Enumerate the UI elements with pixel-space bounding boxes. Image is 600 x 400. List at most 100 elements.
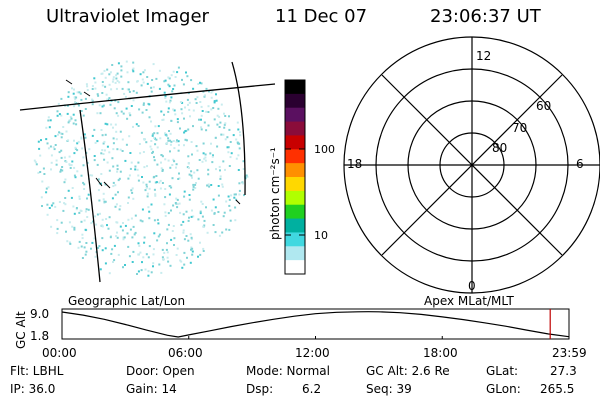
uv-pixel <box>130 217 133 220</box>
uv-pixel <box>74 119 77 122</box>
uv-pixel <box>114 193 117 196</box>
uv-pixel <box>234 193 237 196</box>
uv-pixel <box>228 228 231 231</box>
uv-pixel <box>141 111 144 114</box>
uv-pixel <box>69 115 72 118</box>
uv-pixel <box>159 137 162 140</box>
uv-pixel <box>190 236 193 239</box>
uv-pixel <box>58 201 61 203</box>
gc-alt-status: GC Alt: 2.6 Re <box>366 364 450 378</box>
uv-pixel <box>73 226 76 229</box>
uv-pixel <box>84 108 87 110</box>
uv-pixel <box>137 179 140 182</box>
uv-pixel <box>45 191 48 194</box>
uv-pixel <box>115 87 118 90</box>
uv-pixel <box>140 131 143 134</box>
uv-pixel <box>122 238 125 241</box>
uv-pixel <box>116 231 118 234</box>
uv-pixel <box>126 71 129 74</box>
uv-pixel <box>176 247 179 250</box>
polar-caption: Apex MLat/MLT <box>424 294 514 308</box>
uv-pixel <box>142 103 145 106</box>
uv-pixel <box>96 163 99 166</box>
uv-pixel <box>141 261 143 264</box>
uv-pixel <box>118 81 121 84</box>
uv-pixel <box>94 215 96 218</box>
uv-pixel <box>191 247 194 250</box>
uv-pixel <box>115 130 118 133</box>
uv-pixel <box>93 77 96 80</box>
uv-pixel <box>163 203 166 206</box>
uv-pixel <box>188 166 190 169</box>
uv-pixel <box>119 225 122 228</box>
uv-pixel <box>74 176 77 179</box>
uv-pixel <box>97 94 100 97</box>
uv-pixel <box>152 63 155 66</box>
uv-pixel <box>93 237 96 240</box>
uv-pixel <box>115 77 118 80</box>
uv-pixel <box>67 189 70 192</box>
uv-pixel <box>113 107 116 110</box>
uv-pixel <box>151 79 154 81</box>
uv-pixel <box>205 129 208 132</box>
uv-pixel <box>122 236 125 239</box>
uv-pixel <box>116 148 119 151</box>
uv-pixel <box>124 159 127 162</box>
uv-pixel <box>219 177 222 180</box>
uv-pixel <box>235 198 238 201</box>
uv-pixel <box>201 203 204 205</box>
uv-pixel <box>35 163 38 166</box>
uv-pixel <box>50 161 53 164</box>
uv-pixel <box>137 253 140 256</box>
uv-pixel <box>183 195 186 198</box>
uv-pixel <box>237 128 240 131</box>
colorbar-frame <box>284 79 306 275</box>
uv-pixel <box>179 259 182 262</box>
uv-pixel <box>146 76 149 78</box>
uv-pixel <box>83 133 86 136</box>
uv-pixel <box>152 86 155 89</box>
uv-pixel <box>91 98 94 101</box>
uv-pixel <box>119 130 122 133</box>
uv-pixel <box>115 203 118 206</box>
uv-pixel <box>91 174 94 177</box>
uv-pixel <box>181 112 184 115</box>
uv-pixel <box>66 240 69 243</box>
uv-pixel <box>169 132 172 135</box>
uv-pixel <box>120 65 123 68</box>
uv-pixel <box>200 200 203 203</box>
uv-pixel <box>188 173 191 176</box>
uv-pixel <box>242 182 244 185</box>
uv-pixel <box>162 258 164 260</box>
uv-pixel <box>142 71 145 74</box>
uv-pixel <box>83 183 86 186</box>
uv-pixel <box>168 193 171 196</box>
uv-pixel <box>190 79 193 82</box>
filter-status: Flt: LBHL <box>10 364 64 378</box>
uv-pixel <box>108 169 111 172</box>
uv-pixel <box>147 274 150 277</box>
uv-pixel <box>60 97 63 100</box>
altitude-ylabel: GC Alt <box>14 311 28 349</box>
uv-pixel <box>127 81 130 84</box>
uv-pixel <box>210 108 213 111</box>
uv-pixel <box>160 154 163 156</box>
uv-pixel <box>47 119 50 122</box>
uv-pixel <box>39 171 42 173</box>
uv-pixel <box>190 246 193 249</box>
uv-pixel <box>116 170 119 173</box>
uv-pixel <box>64 203 67 206</box>
uv-pixel <box>97 189 100 192</box>
uv-pixel <box>127 196 130 199</box>
uv-pixel <box>157 222 160 225</box>
uv-pixel <box>212 198 215 201</box>
uv-pixel <box>121 229 124 232</box>
uv-pixel <box>120 69 123 72</box>
uv-pixel <box>194 183 197 186</box>
uv-pixel <box>104 76 107 79</box>
uv-pixel <box>155 181 158 184</box>
uv-pixel <box>73 212 76 215</box>
uv-pixel <box>200 128 203 131</box>
uv-pixel <box>206 231 209 234</box>
